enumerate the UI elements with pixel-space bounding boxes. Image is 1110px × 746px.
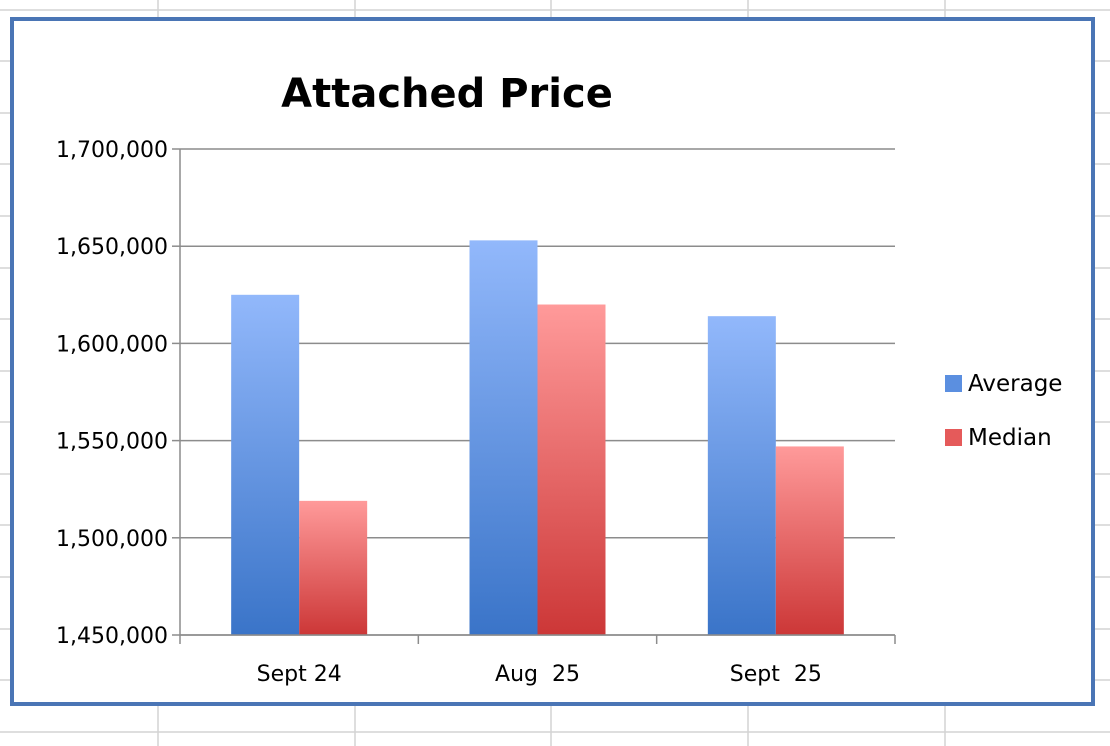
- legend-swatch-average: [945, 375, 962, 392]
- bar-average-1: [469, 240, 538, 636]
- y-tick-label: 1,450,000: [56, 624, 168, 649]
- legend-label-median: Median: [968, 425, 1052, 451]
- x-tick-label: Sept 24: [257, 662, 342, 687]
- bars: [231, 240, 844, 636]
- chart-title: Attached Price: [281, 71, 613, 117]
- bar-median-2: [775, 446, 844, 635]
- bar-average-2: [707, 316, 776, 635]
- y-tick-label: 1,650,000: [56, 235, 168, 260]
- legend: Average Median: [945, 371, 1062, 451]
- bar-chart: Attached Price 1,450,000 1,500,000 1,550,0…: [56, 71, 1062, 687]
- bar-median-1: [537, 304, 606, 635]
- y-tick-label: 1,600,000: [56, 332, 168, 357]
- bar-average-0: [231, 294, 300, 635]
- x-tick-label: Aug 25: [495, 662, 580, 687]
- y-tick-label: 1,500,000: [56, 527, 168, 552]
- y-tick-label: 1,550,000: [56, 430, 168, 455]
- legend-swatch-median: [945, 429, 962, 446]
- chart-container[interactable]: Attached Price 1,450,000 1,500,000 1,550,0…: [10, 17, 1095, 706]
- bar-median-0: [299, 500, 368, 635]
- y-tick-label: 1,700,000: [56, 138, 168, 163]
- y-axis: 1,450,000 1,500,000 1,550,000 1,600,000 1,65…: [56, 138, 181, 649]
- x-tick-label: Sept 25: [730, 662, 822, 687]
- legend-label-average: Average: [968, 371, 1062, 397]
- x-axis: Sept 24 Aug 25 Sept 25: [179, 634, 896, 687]
